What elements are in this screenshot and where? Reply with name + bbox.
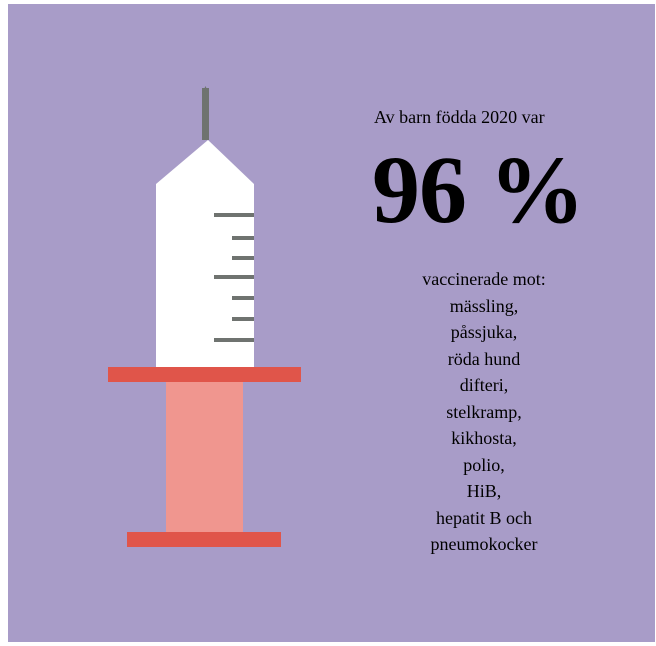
syringe-flange — [108, 367, 301, 382]
list-item: difteri, — [459, 375, 509, 395]
syringe-thumb-rest — [127, 532, 281, 547]
syringe-needle-tip — [202, 86, 209, 94]
vaccine-list: vaccinerade mot: mässling, påssjuka, röd… — [392, 266, 576, 558]
syringe-icon — [108, 86, 301, 547]
list-item: polio, — [463, 454, 505, 475]
vaccination-percentage: 96 % — [372, 136, 585, 243]
list-item: mässling, — [449, 295, 519, 316]
list-item: HiB, — [466, 481, 502, 501]
list-item: pneumokocker — [430, 534, 538, 554]
list-item: hepatit B och — [436, 507, 532, 528]
syringe-barrel — [156, 140, 254, 368]
syringe-plunger — [166, 382, 243, 533]
syringe-needle — [202, 88, 209, 140]
list-item: kikhosta, — [451, 428, 517, 448]
list-item: påssjuka, — [450, 322, 518, 342]
vaccines-heading: vaccinerade mot: — [422, 269, 546, 289]
intro-text: Av barn födda 2020 var — [374, 107, 545, 127]
list-item: röda hund — [447, 348, 521, 369]
infographic-panel: Av barn födda 2020 var 96 % vaccinerade … — [8, 4, 655, 642]
syringe-scale-marks — [214, 213, 254, 342]
list-item: stelkramp, — [446, 401, 522, 422]
